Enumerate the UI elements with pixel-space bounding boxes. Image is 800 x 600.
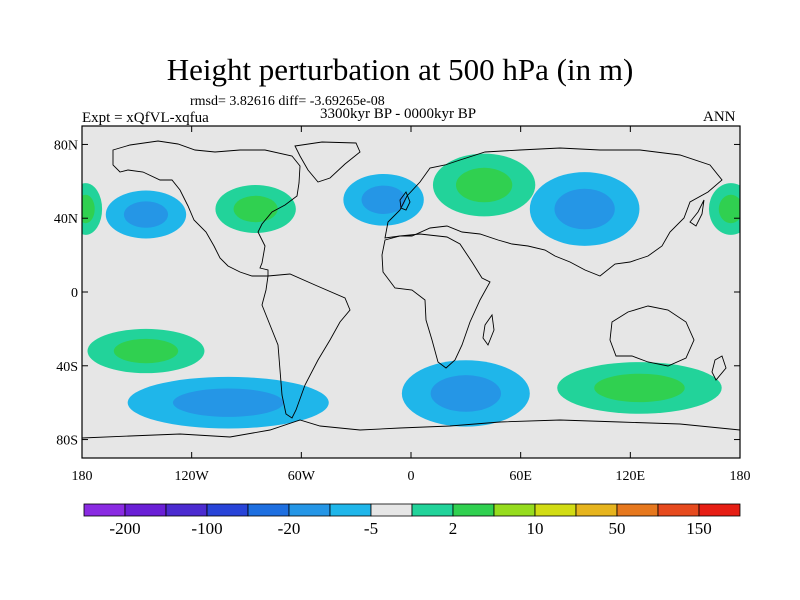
anomaly-southern-ocean-low-level-1 [172,388,284,417]
anomaly-west-pacific-low-level-1 [554,188,615,230]
map-title: Height perturbation at 500 hPa (in m) [166,52,634,87]
anomaly-north-pacific-low-level-1 [123,201,169,228]
coast-africa [381,233,491,369]
anomaly-south-pacific-high-level-1 [113,338,179,364]
colorbar-swatch [411,503,454,517]
colorbar-label: 2 [449,519,458,538]
lon-tick-label: 120E [616,469,646,484]
colorbar-swatch [698,503,741,517]
lon-tick-label: 180 [72,469,93,484]
colorbar-swatch [83,503,126,517]
colorbar: -200 -100 -20 -5 2 10 50 150 [83,503,741,538]
colorbar-swatch [452,503,495,517]
axis-ticks: 80N 40N 0 40S 80S 180 120W 60W 0 60E 120E 180 [54,126,751,484]
coast-australia [609,305,695,367]
coastlines [82,140,740,439]
colorbar-swatch [370,503,413,517]
lon-tick-label: 0 [408,469,415,484]
coast-eurasia [384,147,723,277]
lat-tick-label: 40N [54,212,78,227]
colorbar-label: -20 [278,519,301,538]
colorbar-swatch [329,503,372,517]
lon-tick-label: 60W [288,469,316,484]
colorbar-swatch [165,503,208,517]
anomaly-europe-high-level-1 [455,167,513,203]
season-label: ANN [703,109,736,125]
lon-tick-label: 180 [730,469,751,484]
coast-madagascar [482,313,495,346]
colorbar-swatch [616,503,659,517]
colorbar-swatch [206,503,249,517]
coast-greenland [294,141,361,183]
coast-south-america [261,273,351,419]
colorbar-label: 10 [527,519,544,538]
colorbar-label: -100 [191,519,222,538]
anomaly-north-america-high-level-1 [233,195,278,223]
lat-tick-label: 80N [54,138,78,153]
lat-tick-label: 40S [56,360,78,375]
colorbar-swatch [493,503,536,517]
stats-text: rmsd= 3.82616 diff= -3.69265e-08 [190,94,385,109]
coast-japan [689,199,705,227]
anomaly-south-atlantic-low-level-1 [430,375,502,412]
colorbar-label: -5 [364,519,378,538]
colorbar-label: 50 [609,519,626,538]
colorbar-swatch [575,503,618,517]
period-label: 3300kyr BP - 0000kyr BP [320,106,477,122]
coast-antarctica [82,419,740,439]
colorbar-swatch [657,503,700,517]
anomaly-field [82,153,740,429]
lon-tick-label: 120W [175,469,210,484]
colorbar-swatch [288,503,331,517]
lon-tick-label: 60E [509,469,532,484]
colorbar-label: 150 [686,519,712,538]
coast-uk [399,191,411,211]
colorbar-swatch [124,503,167,517]
lat-tick-label: 0 [71,286,78,301]
experiment-label: Expt = xQfVL-xqfua [82,110,209,126]
anomaly-north-atlantic-low-level-1 [361,185,406,214]
colorbar-label: -200 [109,519,140,538]
anomaly-dateline-high-west-level-1 [82,194,95,224]
anomaly-dateline-high-east-level-1 [718,194,740,224]
lat-tick-label: 80S [56,434,78,449]
coast-new-zealand [711,355,727,381]
colorbar-swatch [534,503,577,517]
coast-north-america [112,140,301,277]
colorbar-swatch [247,503,290,517]
anomaly-indian-ocean-high-level-1 [594,373,685,403]
